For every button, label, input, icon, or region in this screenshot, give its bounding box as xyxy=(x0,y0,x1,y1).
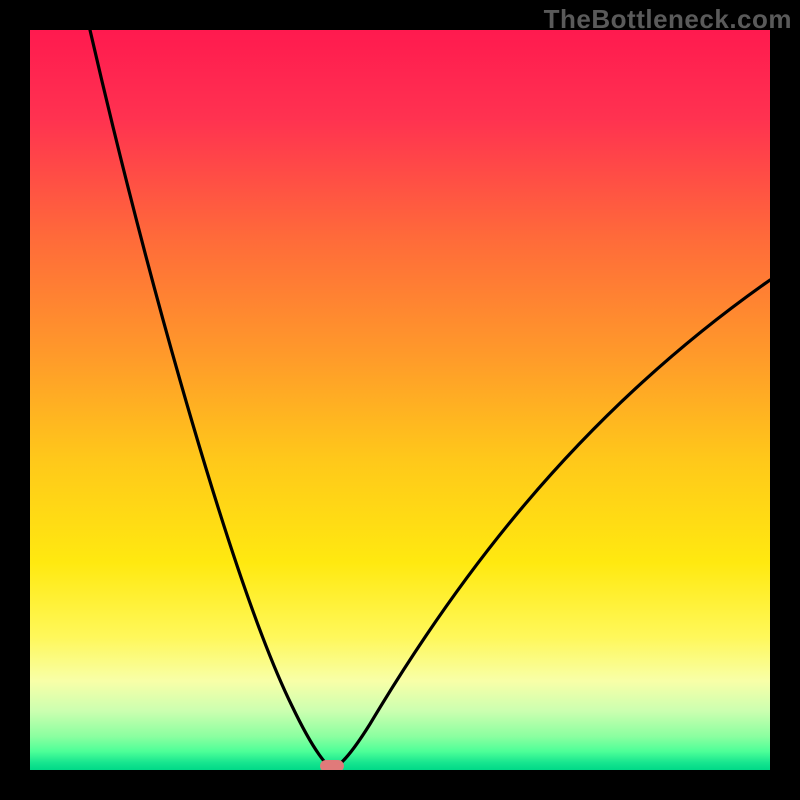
bottleneck-curve xyxy=(90,30,332,768)
plot-area xyxy=(30,30,770,770)
bottleneck-curve xyxy=(332,280,770,768)
optimum-marker xyxy=(320,760,344,770)
image-frame: TheBottleneck.com xyxy=(0,0,800,800)
curve-layer xyxy=(30,30,770,770)
